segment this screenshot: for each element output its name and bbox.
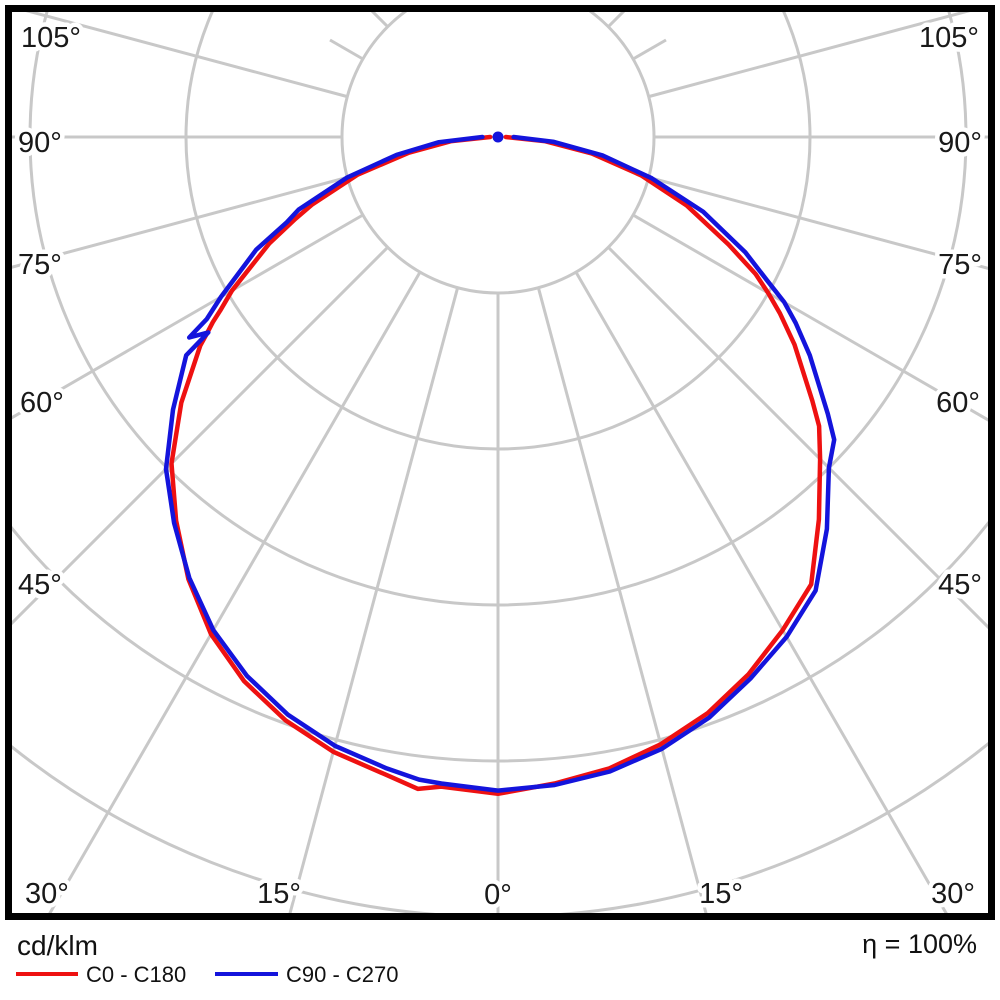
angle-labels: 0° 15° 15° 30° 30° 45° 45° 60° 60° 75° 75° 90° 90° 10… [14, 18, 987, 916]
units-label: cd/klm [17, 930, 98, 961]
grid-radial-line [648, 12, 971, 99]
center-dot [492, 131, 504, 143]
curve-c90-c270 [163, 134, 837, 793]
grid-angle-tick [632, 38, 667, 61]
grid-radial-line [632, 213, 988, 422]
legend-label-c90-c270: C90 - C270 [286, 962, 399, 987]
angle-label: 90° [18, 127, 62, 159]
legend-line-c0-c180 [16, 972, 78, 976]
angle-label: 75° [18, 249, 62, 281]
grid-radial-line [12, 213, 364, 420]
legend: C0 - C180 C90 - C270 [0, 962, 1000, 992]
angle-label: 15° [699, 878, 743, 910]
angle-label: 60° [20, 387, 64, 419]
angle-label: 30° [25, 878, 69, 910]
grid-radial-line [648, 175, 988, 270]
angle-label: 90° [938, 127, 982, 159]
grid-radial-line [607, 246, 988, 630]
legend-line-c90-c270 [215, 972, 278, 976]
plot-border [5, 5, 995, 920]
grid-radial-line [12, 246, 389, 626]
angle-label: 105° [919, 22, 979, 54]
angle-label: 0° [484, 879, 512, 911]
efficiency-label: η = 100% [862, 929, 977, 959]
angle-label: 45° [18, 569, 62, 601]
polar-chart: 0° 15° 15° 30° 30° 45° 45° 60° 60° 75° 75° 90° 90° 10… [5, 5, 995, 920]
grid-radial-line [25, 12, 348, 99]
grid-radial-line [12, 175, 348, 269]
angle-label: 105° [21, 22, 81, 54]
angle-label: 15° [257, 878, 301, 910]
grid-radial-line [288, 287, 460, 913]
angle-label: 30° [931, 878, 975, 910]
curves [163, 134, 837, 797]
angle-label: 60° [936, 387, 980, 419]
angle-label: 75° [938, 249, 982, 281]
grid-angle-tick [370, 12, 389, 28]
grid-radial-line [574, 271, 948, 913]
legend-label-c0-c180: C0 - C180 [86, 962, 187, 987]
grid-radial-line [536, 287, 708, 913]
grid-angle-tick [329, 38, 364, 61]
grid-radial-line [48, 271, 422, 913]
angle-label: 45° [938, 569, 982, 601]
polar-grid [12, 12, 988, 913]
curve-c0-c180 [169, 134, 823, 797]
grid-angle-tick [607, 12, 626, 28]
